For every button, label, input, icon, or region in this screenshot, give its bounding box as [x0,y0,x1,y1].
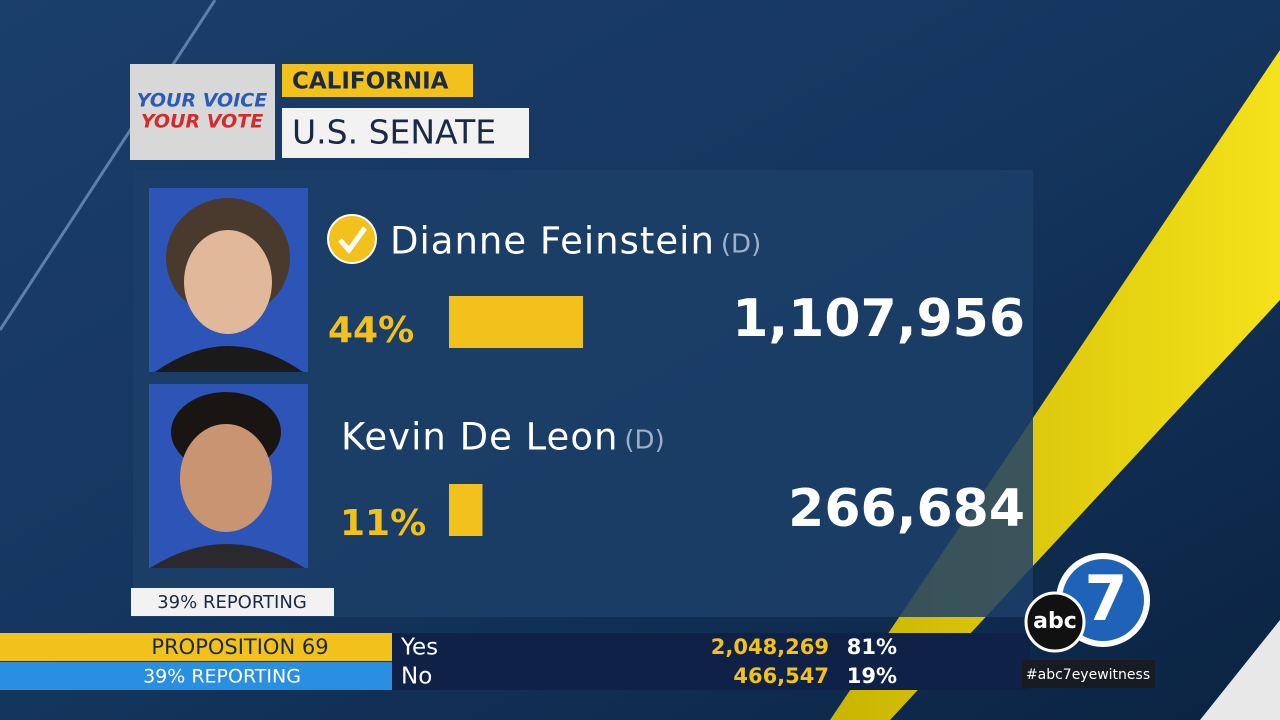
ticker-results-box [392,633,1030,690]
ticker-title: PROPOSITION 69 [151,635,328,659]
percent-bar [449,484,483,536]
bg-line [0,0,217,331]
percent-bar [449,296,583,348]
candidate-name: Kevin De Leon [341,416,618,459]
state-box [282,64,473,97]
abc-text: abc [1033,609,1077,634]
reporting: 39% REPORTING [157,592,307,613]
abc-circle [1024,591,1086,653]
ticker-votes: 466,547 [733,664,829,688]
white-stripe [1200,620,1280,720]
candidate-name: Dianne Feinstein [390,220,715,263]
party: (D) [721,230,761,260]
votes: 1,107,956 [732,289,1025,349]
ticker-title-box [0,633,392,661]
logo-text: YOUR VOTE [141,111,263,133]
hashtag-box [1022,660,1155,688]
ticker-reporting-box [0,662,392,690]
ticker-percent: 81% [847,635,897,659]
logo-box [130,64,275,160]
photo [149,384,308,568]
percent: 11% [340,503,426,544]
race-box [282,108,529,158]
ticker-votes: 2,048,269 [711,635,829,659]
ticker-percent: 19% [847,664,897,688]
hashtag: #abc7eyewitness [1026,667,1150,683]
percent: 44% [328,310,414,351]
party: (D) [624,426,664,456]
reporting-box [131,588,334,616]
ticker-option: Yes [400,635,438,661]
photo [149,188,308,372]
winner-check [327,214,377,264]
logo-text: YOUR VOICE [137,90,267,112]
abc7-seven: 7 [1084,562,1127,635]
ticker-option: No [401,664,432,690]
race: U.S. SENATE [292,113,496,152]
votes: 266,684 [788,479,1025,539]
state: CALIFORNIA [292,69,449,95]
ticker-reporting: 39% REPORTING [143,666,301,688]
